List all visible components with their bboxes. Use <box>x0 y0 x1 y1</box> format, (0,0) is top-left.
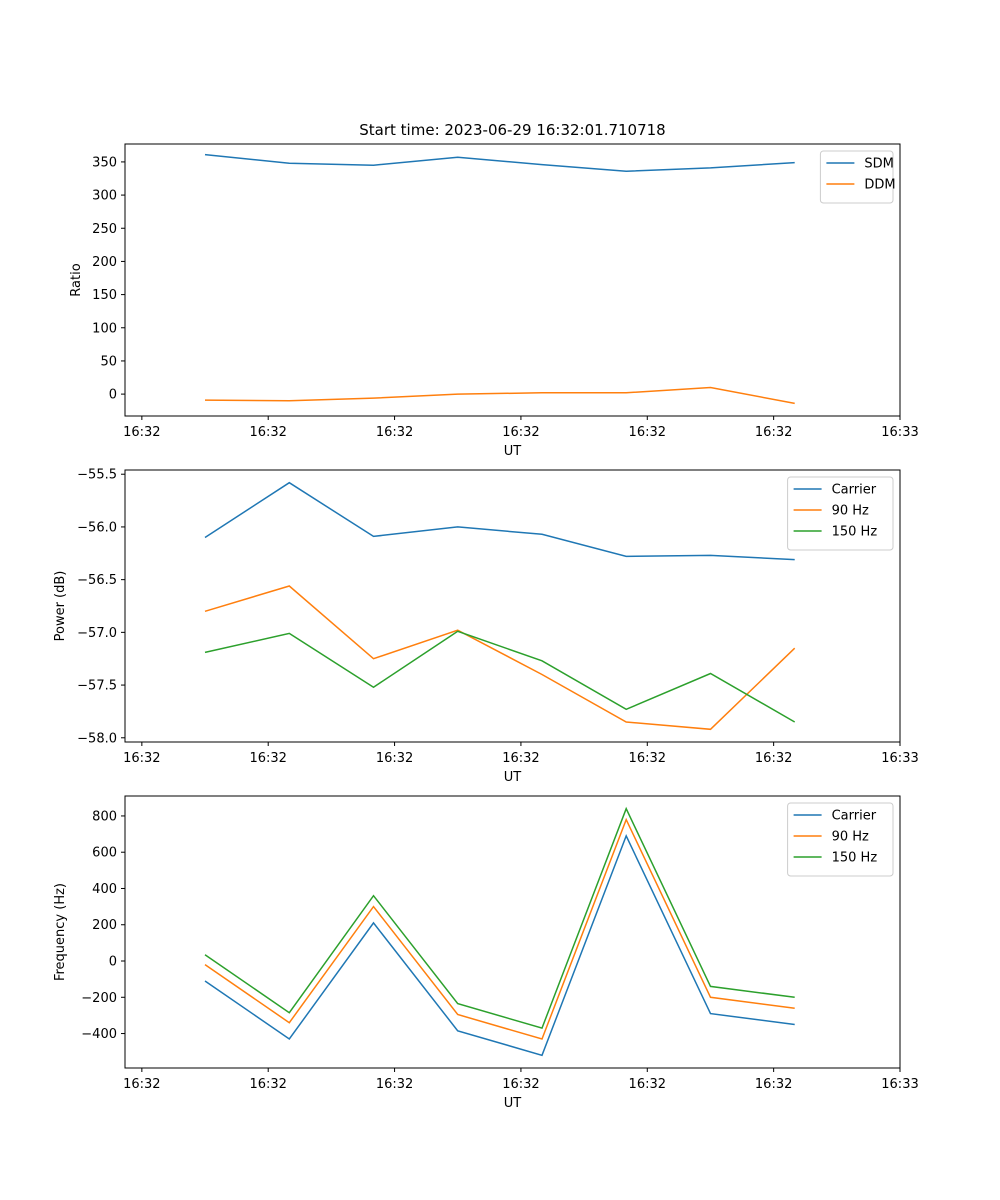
y-tick-label: 800 <box>92 809 117 824</box>
y-axis-label: Frequency (Hz) <box>53 883 68 981</box>
x-tick-label: 16:32 <box>123 425 160 440</box>
y-tick-label: 350 <box>92 155 117 170</box>
x-tick-label: 16:32 <box>249 425 286 440</box>
x-tick-label: 16:32 <box>629 1077 666 1092</box>
series-line-sdm <box>204 153 795 172</box>
x-tick-label: 16:33 <box>881 1077 918 1092</box>
y-tick-label: 50 <box>100 354 117 369</box>
chart-panel-2: 16:32 16:32 16:32 16:32 16:32 16:32 16:33 −58.0… <box>53 468 919 785</box>
series-line-90-hz <box>204 817 795 1040</box>
y-tick-label: 200 <box>92 255 117 270</box>
series-line-90-hz <box>204 585 796 731</box>
y-tick-label: −55.5 <box>77 468 117 483</box>
chart-panel-3: 16:32 16:32 16:32 16:32 16:32 16:32 16:33 −400 −… <box>53 795 919 1111</box>
axes-frame <box>124 795 901 1069</box>
y-axis-label: Ratio <box>69 263 84 296</box>
series-line-carrier <box>204 481 795 561</box>
y-tick-label: −57.5 <box>77 679 117 694</box>
y-tick-label: 300 <box>92 189 117 204</box>
x-tick-label: 16:32 <box>376 425 413 440</box>
y-tick-label: −56.5 <box>77 573 117 588</box>
y-tick-label: 600 <box>92 846 117 861</box>
axes-frame <box>124 469 901 743</box>
y-tick-label: −200 <box>81 991 117 1006</box>
y-axis-label: Power (dB) <box>53 571 68 642</box>
series-line-150-hz <box>204 630 796 723</box>
y-tick-label: −58.0 <box>77 731 117 746</box>
series-line-ddm <box>204 386 795 405</box>
chart-title: Start time: 2023-06-29 16:32:01.710718 <box>359 121 665 139</box>
y-tick-label: 150 <box>92 288 117 303</box>
legend: SDM DDM <box>819 150 896 204</box>
legend-label: 90 Hz <box>832 504 869 519</box>
legend-label: 150 Hz <box>832 525 878 540</box>
legend-label: SDM <box>864 157 893 172</box>
legend-label: Carrier <box>832 483 877 498</box>
x-tick-label: 16:33 <box>881 425 918 440</box>
x-tick-label: 16:32 <box>502 425 539 440</box>
x-tick-label: 16:32 <box>376 1077 413 1092</box>
x-tick-label: 16:32 <box>123 751 160 766</box>
chart-panel-1: 16:32 16:32 16:32 16:32 16:32 16:32 16:33 0 50 10… <box>69 121 919 459</box>
x-tick-label: 16:33 <box>881 751 918 766</box>
y-tick-label: −57.0 <box>77 626 117 641</box>
x-tick-label: 16:32 <box>755 1077 792 1092</box>
x-tick-label: 16:32 <box>502 751 539 766</box>
x-tick-label: 16:32 <box>249 1077 286 1092</box>
legend-label: 150 Hz <box>832 851 878 866</box>
series-line-150-hz <box>204 806 795 1030</box>
y-tick-label: 250 <box>92 222 117 237</box>
legend-box <box>819 150 894 204</box>
x-axis-label: UT <box>504 770 522 785</box>
legend: Carrier 90 Hz 150 Hz <box>787 802 894 877</box>
axes-frame <box>124 143 901 417</box>
y-tick-label: 0 <box>109 955 117 970</box>
x-tick-label: 16:32 <box>755 751 792 766</box>
legend-label: Carrier <box>832 809 877 824</box>
x-tick-label: 16:32 <box>376 751 413 766</box>
y-tick-label: −400 <box>81 1027 117 1042</box>
legend-label: 90 Hz <box>832 830 869 845</box>
y-tick-label: 0 <box>109 388 117 403</box>
legend-label: DDM <box>864 178 895 193</box>
series-line-carrier <box>204 833 795 1057</box>
y-tick-label: 400 <box>92 882 117 897</box>
x-axis-label: UT <box>504 444 522 459</box>
legend: Carrier 90 Hz 150 Hz <box>787 476 894 551</box>
y-tick-label: 200 <box>92 918 117 933</box>
y-tick-label: −56.0 <box>77 520 117 535</box>
x-tick-label: 16:32 <box>629 751 666 766</box>
x-tick-label: 16:32 <box>629 425 666 440</box>
x-tick-label: 16:32 <box>249 751 286 766</box>
x-tick-label: 16:32 <box>123 1077 160 1092</box>
x-tick-label: 16:32 <box>755 425 792 440</box>
y-tick-label: 100 <box>92 321 117 336</box>
x-tick-label: 16:32 <box>502 1077 539 1092</box>
x-axis-label: UT <box>504 1096 522 1111</box>
